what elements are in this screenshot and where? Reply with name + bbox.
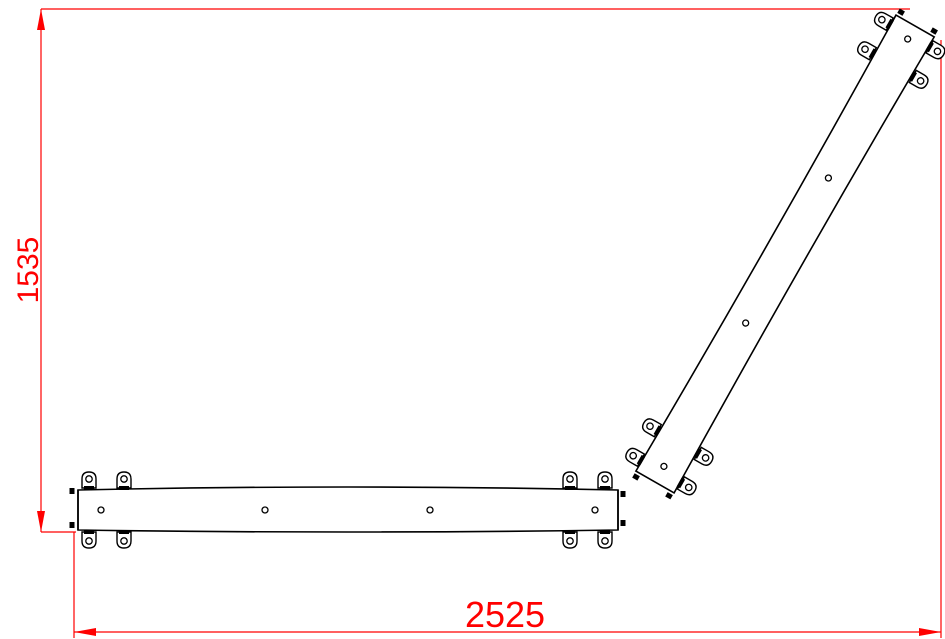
end-cap — [69, 522, 75, 528]
horizontal-beam — [69, 471, 626, 549]
bracket — [597, 471, 613, 491]
diagonal-beam-body — [634, 13, 936, 494]
bracket — [81, 471, 97, 491]
mounting-hole — [426, 506, 434, 514]
arrow-down — [37, 511, 45, 532]
arrow-right — [919, 628, 941, 636]
arrow-left — [74, 628, 96, 636]
horizontal-beam-body — [77, 486, 619, 533]
height-dimension-label: 1535 — [12, 237, 45, 304]
end-cap — [665, 492, 673, 500]
mounting-hole — [97, 506, 105, 514]
mounting-hole — [742, 319, 750, 327]
bracket — [81, 529, 97, 549]
end-cap — [620, 520, 626, 526]
arrow-up — [37, 9, 45, 30]
end-cap — [632, 473, 640, 481]
bracket — [562, 471, 578, 491]
bracket — [597, 529, 613, 549]
mounting-hole — [591, 506, 599, 514]
dimension-arrows — [37, 9, 941, 636]
bracket — [116, 529, 132, 549]
mounting-hole — [660, 462, 668, 471]
mounting-hole — [904, 35, 912, 43]
end-cap — [930, 27, 938, 35]
dimension-lines — [40, 8, 942, 638]
end-cap — [897, 8, 905, 16]
width-dimension-label: 2525 — [465, 594, 545, 635]
diagonal-beam — [622, 8, 945, 500]
bracket — [116, 471, 132, 491]
end-cap — [620, 491, 626, 497]
mounting-hole — [261, 506, 269, 514]
bracket — [562, 529, 578, 549]
end-cap — [69, 488, 75, 494]
mounting-hole — [824, 174, 833, 182]
